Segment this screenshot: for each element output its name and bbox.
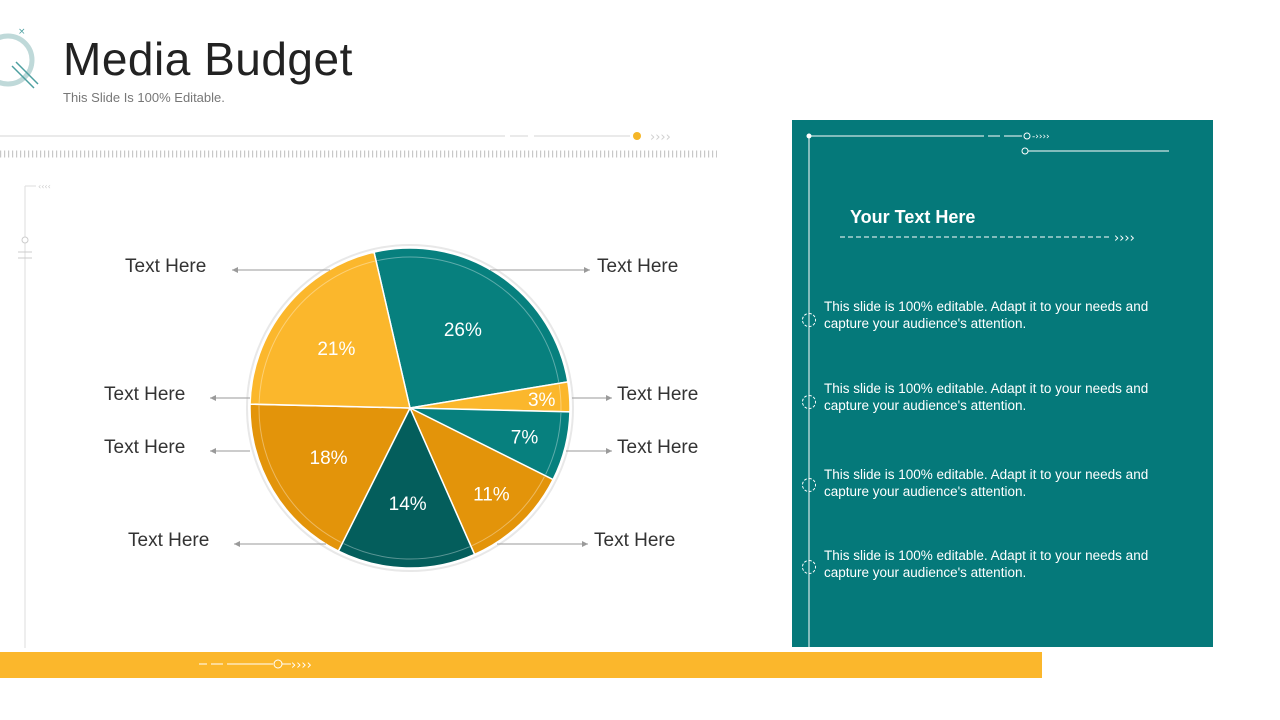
callout-21a: Text Here xyxy=(104,384,186,405)
panel-title-underline: ›››› xyxy=(840,231,1135,244)
bullet-circle-icon xyxy=(802,560,816,574)
svg-text:››››: ›››› xyxy=(1114,231,1135,244)
bullet-circle-icon xyxy=(802,313,816,327)
bar-arrow-decoration: ›››› xyxy=(199,658,312,673)
pie-chart: 26% 3% 7% 11% 14% 18% 21% xyxy=(210,244,612,572)
page-title: Media Budget xyxy=(63,33,353,85)
svg-text:‹‹‹‹: ‹‹‹‹ xyxy=(38,182,51,191)
pie-data-label: 7% xyxy=(511,428,539,449)
pie-data-label: 26% xyxy=(444,320,482,341)
pie-slice-ring xyxy=(258,260,375,404)
pie-outline xyxy=(246,244,574,572)
bullet-circle-icon xyxy=(802,478,816,492)
callout-14: Text Here xyxy=(128,530,210,551)
pie-slice-ring xyxy=(258,405,342,543)
panel-title: Your Text Here xyxy=(850,207,976,227)
pie-slice-ring xyxy=(377,256,560,383)
arrowhead-icon xyxy=(606,448,612,454)
callout-3: Text Here xyxy=(617,384,699,405)
callout-26: Text Here xyxy=(597,256,679,277)
arrowhead-icon xyxy=(582,541,588,547)
logo-mark-icon: × xyxy=(0,27,39,89)
pie-slice-11 xyxy=(408,406,555,556)
svg-text:››››: ›››› xyxy=(291,658,312,673)
arrowhead-icon xyxy=(234,541,240,547)
page-subtitle: This Slide Is 100% Editable. xyxy=(63,90,225,105)
header-divider: ›››› xyxy=(0,130,717,158)
pie-data-label: 18% xyxy=(310,448,348,469)
pie-data-label: 21% xyxy=(317,339,355,360)
panel-item-2: This slide is 100% editable. Adapt it to… xyxy=(824,381,1149,413)
arrowhead-icon xyxy=(210,395,216,401)
panel-item-3: This slide is 100% editable. Adapt it to… xyxy=(824,467,1149,499)
left-decoration: ‹‹‹‹ xyxy=(18,182,51,648)
pie-data-label: 11% xyxy=(473,484,510,505)
pie-slice-ring xyxy=(558,384,562,411)
svg-text:-››››: -›››› xyxy=(1032,132,1050,142)
pie-slice-18 xyxy=(249,403,412,553)
arrowhead-icon xyxy=(584,267,590,273)
callout-21b: Text Here xyxy=(125,256,207,277)
pie-slice-ring xyxy=(471,476,545,547)
callout-18: Text Here xyxy=(104,437,186,458)
pie-slice-21 xyxy=(249,251,411,409)
callout-7: Text Here xyxy=(617,437,699,458)
pie-data-label: 14% xyxy=(389,494,427,515)
arrowhead-icon xyxy=(210,448,216,454)
callout-11: Text Here xyxy=(594,530,676,551)
svg-text:×: × xyxy=(18,27,26,37)
panel-item-4: This slide is 100% editable. Adapt it to… xyxy=(824,548,1149,580)
pie-slice-ring xyxy=(343,543,470,560)
arrowhead-icon xyxy=(606,395,612,401)
panel-item-1: This slide is 100% editable. Adapt it to… xyxy=(824,299,1149,331)
pie-data-label: 3% xyxy=(528,390,556,411)
pie-slice-26 xyxy=(373,247,569,409)
bottom-accent-bar: ›››› xyxy=(0,652,1042,678)
pie-slice-ring xyxy=(545,412,562,475)
bullet-circle-icon xyxy=(802,395,816,409)
pie-slice-14 xyxy=(337,406,476,569)
svg-text:››››: ›››› xyxy=(650,130,671,145)
info-panel: -›››› Your Text Here ›››› This slide is … xyxy=(792,120,1213,647)
arrowhead-icon xyxy=(232,267,238,273)
